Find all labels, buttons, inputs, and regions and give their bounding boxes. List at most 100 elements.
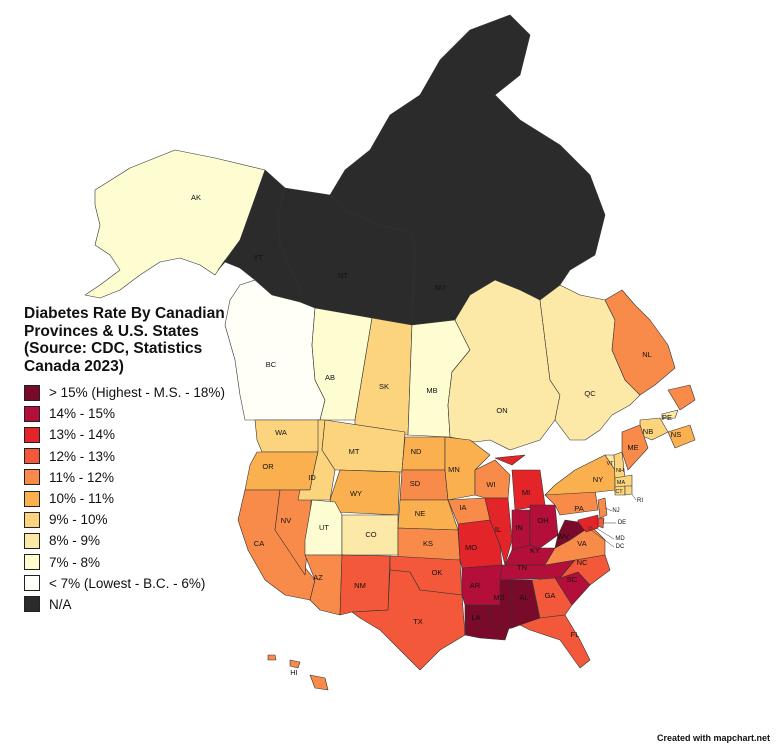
region-label-co: CO <box>365 530 376 539</box>
region-nd <box>401 436 446 471</box>
region-label-id: ID <box>308 473 316 482</box>
region-nu <box>329 14 606 326</box>
legend-label: 13% - 14% <box>49 427 116 443</box>
region-label-vt: VT <box>606 461 614 467</box>
region-label-wy: WY <box>350 489 362 498</box>
region-label-sd: SD <box>410 479 421 488</box>
legend-swatch <box>24 448 40 465</box>
region-label-nj: NJ <box>612 508 619 514</box>
region-label-me: ME <box>627 443 638 452</box>
legend-item: 12% - 13% <box>24 446 225 467</box>
region-label-pa: PA <box>574 504 583 513</box>
region-label-mn: MN <box>448 465 460 474</box>
legend-item: < 7% (Lowest - B.C. - 6%) <box>24 573 225 594</box>
region-label-nt: NT <box>338 271 348 280</box>
region-label-nu: NU <box>435 283 446 292</box>
region-label-al: AL <box>519 593 528 602</box>
region-label-ny: NY <box>593 475 603 484</box>
legend-swatch <box>24 596 40 613</box>
region-label-wi: WI <box>486 480 495 489</box>
region-label-yt: YT <box>253 253 263 262</box>
region-label-va: VA <box>577 539 586 548</box>
legend-item: 14% - 15% <box>24 403 225 424</box>
region-label-dc: DC <box>616 544 625 550</box>
legend-swatch <box>24 554 40 571</box>
region-ak <box>84 149 266 299</box>
region-label-fl: FL <box>571 630 580 639</box>
legend-label: 12% - 13% <box>49 448 116 464</box>
region-tx <box>351 569 466 671</box>
region-label-mt: MT <box>349 447 360 456</box>
region-label-sc: SC <box>567 575 578 584</box>
region-label-ky: KY <box>530 546 540 555</box>
region-label-ri: RI <box>637 498 643 504</box>
legend-swatch <box>24 575 40 592</box>
legend-item: N/A <box>24 594 225 615</box>
region-label-or: OR <box>262 462 274 471</box>
region-ne <box>397 499 459 531</box>
region-label-ar: AR <box>470 581 481 590</box>
legend-item: 8% - 9% <box>24 530 225 551</box>
region-label-ms: MS <box>493 593 504 602</box>
legend-item: 13% - 14% <box>24 424 225 445</box>
legend-swatch <box>24 532 40 549</box>
region-ny <box>544 454 616 496</box>
region-label-nh: NH <box>616 468 624 474</box>
region-or <box>244 451 319 491</box>
region-nj <box>597 497 608 519</box>
region-label-wa: WA <box>275 428 287 437</box>
region-label-mo: MO <box>465 543 477 552</box>
region-label-nv: NV <box>281 516 291 525</box>
region-label-il: IL <box>495 525 501 534</box>
region-wi <box>474 459 511 499</box>
region-ns <box>667 424 696 449</box>
region-label-la: LA <box>471 613 480 622</box>
region-wa <box>254 419 321 453</box>
region-label-nd: ND <box>411 447 422 456</box>
legend-label: 10% - 11% <box>49 491 115 507</box>
map-title: Diabetes Rate By Canadian Provinces & U.… <box>24 305 225 375</box>
region-label-ok: OK <box>432 568 443 577</box>
legend-label: 8% - 9% <box>49 533 101 549</box>
region-label-on: ON <box>496 406 507 415</box>
legend-label: 11% - 12% <box>49 469 115 485</box>
region-label-ab: AB <box>325 373 335 382</box>
credit-text: Created with mapchart.net <box>656 733 770 743</box>
legend-item: 10% - 11% <box>24 488 225 509</box>
region-label-ia: IA <box>459 503 466 512</box>
region-nl <box>604 289 696 411</box>
region-label-ns: NS <box>671 430 681 439</box>
region-label-md: MD <box>615 536 625 542</box>
region-on <box>447 279 561 451</box>
region-fl <box>519 614 591 669</box>
region-label-pe: PE <box>662 413 672 422</box>
region-oh <box>529 504 559 549</box>
legend-label: 7% - 8% <box>49 554 101 570</box>
legend-item: 7% - 8% <box>24 552 225 573</box>
legend-swatch <box>24 511 40 528</box>
region-label-ak: AK <box>191 193 201 202</box>
legend-item: > 15% (Highest - M.S. - 18%) <box>24 382 225 403</box>
region-ga <box>531 577 573 619</box>
legend-swatch <box>24 405 40 422</box>
region-label-qc: QC <box>584 389 596 398</box>
region-label-hi: HI <box>290 668 298 677</box>
legend-item: 9% - 10% <box>24 509 225 530</box>
region-label-de: DE <box>618 520 626 526</box>
legend-label: 9% - 10% <box>49 512 108 528</box>
region-dc <box>588 526 593 531</box>
region-label-ut: UT <box>319 523 329 532</box>
legend-item: 11% - 12% <box>24 467 225 488</box>
region-label-ca: CA <box>254 539 264 548</box>
region-label-nm: NM <box>354 581 366 590</box>
region-label-oh: OH <box>537 516 548 525</box>
region-label-sk: SK <box>379 382 389 391</box>
region-label-ne: NE <box>415 509 425 518</box>
region-label-bc: BC <box>266 360 277 369</box>
legend-label: < 7% (Lowest - B.C. - 6%) <box>49 575 206 591</box>
region-label-nl: NL <box>642 350 652 359</box>
legend-swatch <box>24 426 40 443</box>
region-label-ma: MA <box>617 480 626 486</box>
region-label-nc: NC <box>577 558 588 567</box>
